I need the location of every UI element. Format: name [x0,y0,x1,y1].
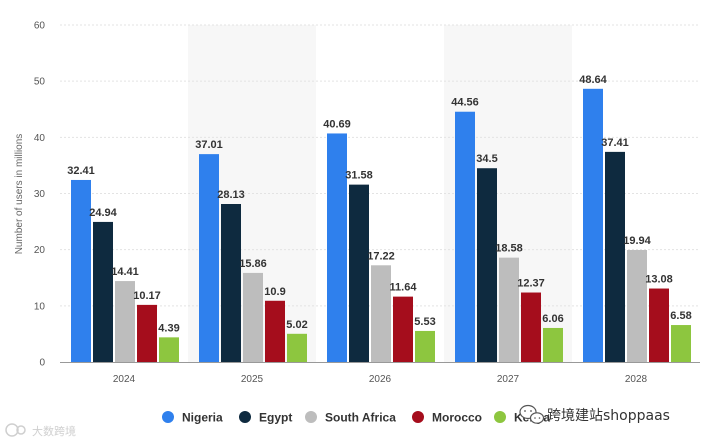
bar-kenya-2024[interactable] [159,337,179,362]
wechat-icon [519,404,545,424]
data-label: 10.17 [133,290,161,302]
data-label: 11.64 [390,282,418,294]
gridlines [60,24,700,307]
bar-south-africa-2027[interactable] [499,257,519,362]
x-tick-label: 2024 [113,374,136,385]
logo-icon [5,423,26,437]
bar-morocco-2028[interactable] [649,288,669,362]
data-label: 48.64 [579,74,607,86]
bar-kenya-2026[interactable] [415,330,435,362]
bar-nigeria-2026[interactable] [327,133,347,362]
data-label: 37.41 [601,137,629,149]
bar-morocco-2027[interactable] [521,292,541,362]
bar-morocco-2024[interactable] [137,304,157,362]
watermark-right: 跨境建站shoppaas [519,404,670,424]
bar-egypt-2028[interactable] [605,151,625,362]
y-tick-label: 0 [39,358,45,369]
data-label: 34.5 [476,153,497,165]
x-axis: 2024 2025 2026 2027 2028 [60,362,700,385]
y-tick-label: 30 [34,189,46,200]
y-tick-label: 40 [34,133,46,144]
data-label: 15.86 [239,258,267,270]
data-label: 18.58 [495,243,523,255]
data-label: 6.06 [542,313,563,325]
data-label: 5.53 [414,316,435,328]
data-label: 13.08 [645,274,673,286]
watermark-right-text: 跨境建站shoppaas [547,408,670,424]
bar-nigeria-2028[interactable] [583,88,603,363]
data-label: 28.13 [217,189,245,201]
y-axis-label: Number of users in millions [14,134,25,255]
y-tick-label: 60 [34,21,46,32]
watermark-left: 大数跨境 [5,423,76,438]
legend-marker-egypt[interactable] [239,411,251,423]
bar-egypt-2024[interactable] [93,221,113,362]
bar-egypt-2025[interactable] [221,204,241,362]
legend-label[interactable]: Egypt [259,411,292,425]
y-tick-label: 20 [34,245,46,256]
data-label: 37.01 [195,139,223,151]
data-label: 32.41 [67,165,95,177]
x-tick-label: 2027 [497,374,520,385]
legend-label[interactable]: Nigeria [182,411,223,425]
data-label: 4.39 [158,322,179,334]
bar-kenya-2025[interactable] [287,333,307,362]
bar-nigeria-2027[interactable] [455,111,475,362]
bar-nigeria-2025[interactable] [199,154,219,362]
y-tick-label: 10 [34,301,46,312]
bar-egypt-2026[interactable] [349,184,369,362]
data-label: 10.9 [264,286,285,298]
bars: 32.41 24.94 14.41 10.17 4.39 37.01 28.13 15.86 1… [67,74,692,363]
legend-label[interactable]: South Africa [325,411,396,425]
data-label: 6.58 [670,310,691,322]
bar-south-africa-2028[interactable] [627,250,647,362]
data-label: 17.22 [367,250,395,262]
y-axis: 0 10 20 30 40 50 60 [34,21,46,369]
data-label: 44.56 [451,97,479,109]
data-label: 40.69 [323,118,351,130]
data-label: 5.02 [286,319,307,331]
bar-egypt-2027[interactable] [477,168,497,362]
bar-south-africa-2024[interactable] [115,281,135,362]
bar-morocco-2025[interactable] [265,300,285,362]
bar-south-africa-2025[interactable] [243,272,263,362]
legend-marker-kenya[interactable] [494,411,506,423]
bar-morocco-2026[interactable] [393,296,413,362]
data-label: 24.94 [89,207,117,219]
bar-kenya-2027[interactable] [543,327,563,362]
data-label: 12.37 [517,278,545,290]
data-label: 31.58 [345,170,373,182]
data-label: 14.41 [111,266,139,278]
bar-nigeria-2024[interactable] [71,179,91,362]
x-tick-label: 2025 [241,374,264,385]
y-tick-label: 50 [34,77,46,88]
legend-label[interactable]: Morocco [432,411,482,425]
data-label: 19.94 [623,235,651,247]
legend-marker-south-africa[interactable] [305,411,317,423]
legend-marker-nigeria[interactable] [162,411,174,423]
bar-south-africa-2026[interactable] [371,265,391,362]
x-tick-label: 2028 [625,374,648,385]
legend-marker-morocco[interactable] [412,411,424,423]
bar-kenya-2028[interactable] [671,325,691,362]
x-tick-label: 2026 [369,374,392,385]
watermark-left-text: 大数跨境 [32,424,76,438]
